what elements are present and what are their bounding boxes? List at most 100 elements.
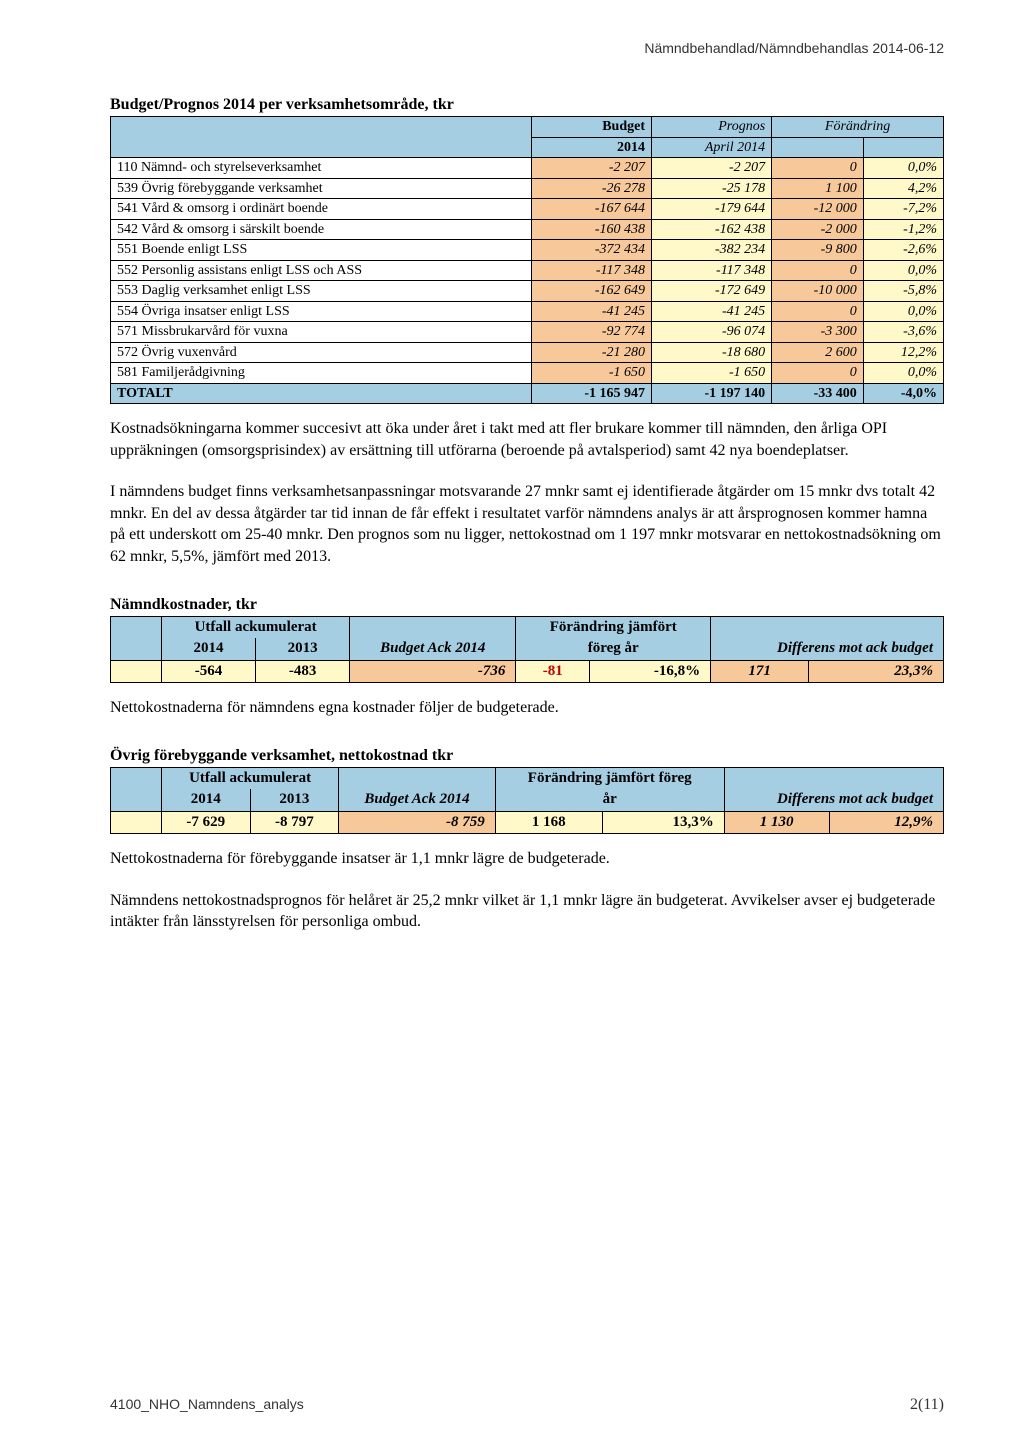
row-label: 541 Vård & omsorg i ordinärt boende [111,199,532,220]
t2-vdiffpct: 23,3% [809,660,944,683]
total-change: -33 400 [772,383,864,404]
total-budget: -1 165 947 [531,383,651,404]
t2-h-2014: 2014 [162,638,256,660]
doc-status: Nämndbehandlad/Nämndbehandlas 2014-06-12 [110,40,944,56]
row-pct: 0,0% [863,301,943,322]
table1-corner [111,117,532,158]
row-change: 2 600 [772,342,864,363]
row-change: -12 000 [772,199,864,220]
t2-vchg: -81 [516,660,590,683]
row-pct: 4,2% [863,178,943,199]
row-budget: -160 438 [531,219,651,240]
row-prognos: -25 178 [652,178,772,199]
t2-vchgpct: -16,8% [590,660,711,683]
total-pct: -4,0% [863,383,943,404]
row-budget: -372 434 [531,240,651,261]
t3-h-utfall: Utfall ackumulerat [162,767,339,789]
col-change: Förändring [772,117,944,138]
t3-vdiff: 1 130 [724,811,829,834]
row-label: 572 Övrig vuxenvård [111,342,532,363]
row-label: 554 Övriga insatser enligt LSS [111,301,532,322]
row-prognos: -2 207 [652,158,772,179]
col-prognos-sub: April 2014 [652,137,772,158]
namndkostnader-table: Utfall ackumulerat Budget Ack 2014 Förän… [110,616,944,684]
t2-v2013: -483 [256,660,350,683]
row-change: 0 [772,363,864,384]
row-pct: -5,8% [863,281,943,302]
t2-h-budget: Budget Ack 2014 [350,616,516,660]
footer-right: 2(11) [910,1396,944,1414]
row-budget: -1 650 [531,363,651,384]
t2-h-2013: 2013 [256,638,350,660]
t3-h-2013: 2013 [250,789,339,811]
row-prognos: -179 644 [652,199,772,220]
row-prognos: -96 074 [652,322,772,343]
row-label: 551 Boende enligt LSS [111,240,532,261]
t2-h-utfall: Utfall ackumulerat [162,616,350,638]
page-footer: 4100_NHO_Namndens_analys 2(11) [110,1396,944,1414]
row-label: 553 Daglig verksamhet enligt LSS [111,281,532,302]
table-row: 572 Övrig vuxenvård-21 280-18 6802 60012… [111,342,944,363]
col-budget: Budget [531,117,651,138]
table-row: 581 Familjerådgivning-1 650-1 65000,0% [111,363,944,384]
table-row: 571 Missbrukarvård för vuxna-92 774-96 0… [111,322,944,343]
table-row: 551 Boende enligt LSS-372 434-382 234-9 … [111,240,944,261]
t3-h-budget: Budget Ack 2014 [339,767,495,811]
t3-vchg: 1 168 [495,811,602,834]
paragraph-1: Kostnadsökningarna kommer succesivt att … [110,418,944,461]
table-row: 554 Övriga insatser enligt LSS-41 245-41… [111,301,944,322]
table-row: 539 Övrig förebyggande verksamhet-26 278… [111,178,944,199]
t3-v2014: -7 629 [162,811,251,834]
table-row: 542 Vård & omsorg i särskilt boende-160 … [111,219,944,240]
row-budget: -2 207 [531,158,651,179]
row-pct: 0,0% [863,260,943,281]
t3-h-diff: Differens mot ack budget [724,767,943,811]
col-budget-year: 2014 [531,137,651,158]
row-label: 552 Personlig assistans enligt LSS och A… [111,260,532,281]
row-change: 0 [772,158,864,179]
row-pct: -2,6% [863,240,943,261]
table-row: 110 Nämnd- och styrelseverksamhet-2 207-… [111,158,944,179]
page: Nämndbehandlad/Nämndbehandlas 2014-06-12… [0,0,1024,1444]
t2-spacer [111,616,162,660]
total-label: TOTALT [111,383,532,404]
row-prognos: -117 348 [652,260,772,281]
t3-h-2014: 2014 [162,789,251,811]
row-label: 539 Övrig förebyggande verksamhet [111,178,532,199]
row-pct: -3,6% [863,322,943,343]
t3-h-change: Förändring jämfört föreg [495,767,724,789]
row-label: 571 Missbrukarvård för vuxna [111,322,532,343]
t3-vbudget: -8 759 [339,811,495,834]
paragraph-3: Nettokostnaderna för nämndens egna kostn… [110,697,944,719]
t2-vbudget: -736 [350,660,516,683]
col-change-blank2 [863,137,943,158]
table3-title: Övrig förebyggande verksamhet, nettokost… [110,747,944,765]
ovrig-forebyggande-table: Utfall ackumulerat Budget Ack 2014 Förän… [110,767,944,835]
t3-vdiffpct: 12,9% [829,811,943,834]
row-prognos: -41 245 [652,301,772,322]
table-row: 553 Daglig verksamhet enligt LSS-162 649… [111,281,944,302]
t2-vdiff: 171 [711,660,809,683]
row-prognos: -382 234 [652,240,772,261]
col-prognos: Prognos [652,117,772,138]
row-label: 542 Vård & omsorg i särskilt boende [111,219,532,240]
row-prognos: -172 649 [652,281,772,302]
t3-vchgpct: 13,3% [602,811,724,834]
col-change-blank1 [772,137,864,158]
t3-spacer2 [111,811,162,834]
t2-h-change: Förändring jämfört [516,616,711,638]
row-change: -10 000 [772,281,864,302]
row-budget: -41 245 [531,301,651,322]
row-pct: -1,2% [863,219,943,240]
paragraph-5: Nämndens nettokostnadsprognos för helåre… [110,890,944,933]
row-change: 0 [772,301,864,322]
paragraph-4: Nettokostnaderna för förebyggande insats… [110,848,944,870]
t2-v2014: -564 [162,660,256,683]
t2-spacer2 [111,660,162,683]
t3-h-change2: år [495,789,724,811]
row-label: 110 Nämnd- och styrelseverksamhet [111,158,532,179]
row-change: -9 800 [772,240,864,261]
t2-h-diff: Differens mot ack budget [711,616,944,660]
t3-v2013: -8 797 [250,811,339,834]
budget-prognos-table: Budget Prognos Förändring 2014 April 201… [110,116,944,404]
